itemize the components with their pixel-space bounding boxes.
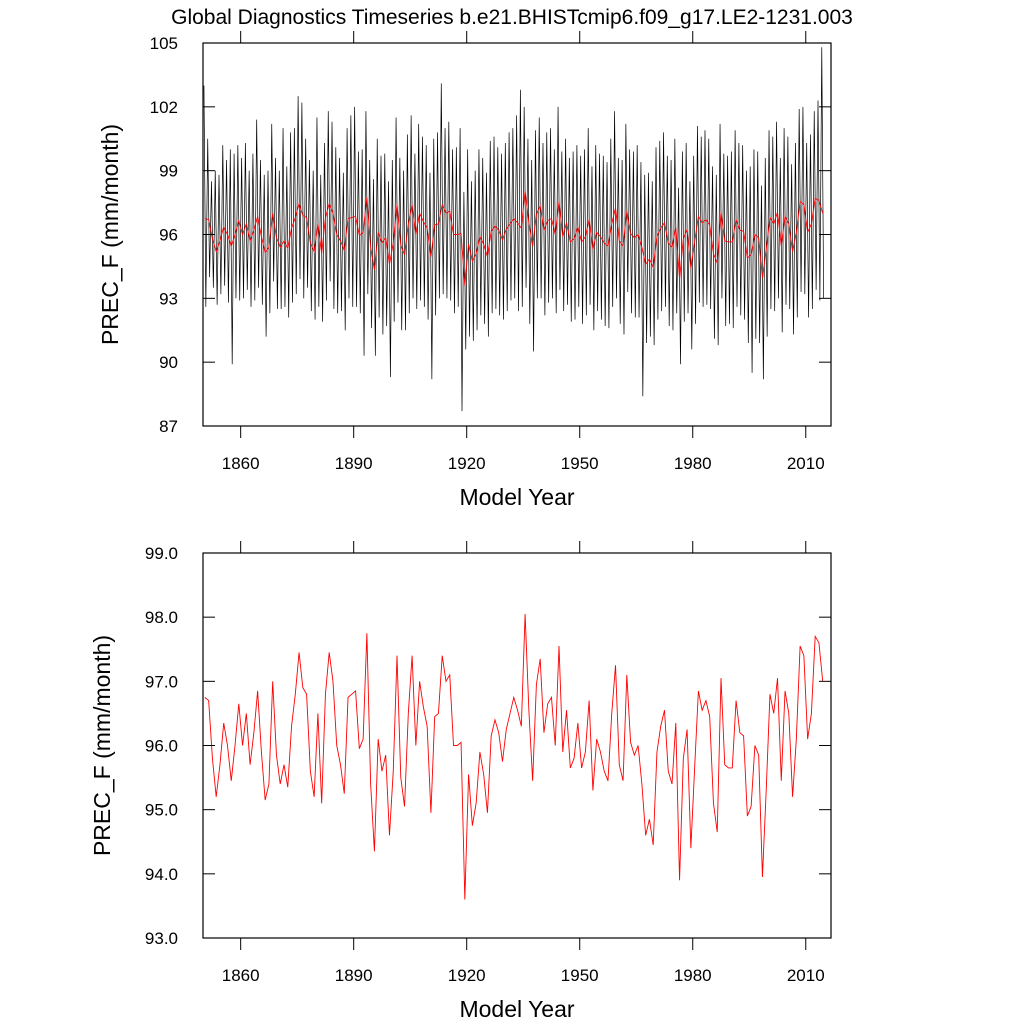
figure-title: Global Diagnostics Timeseries b.e21.BHIS… (171, 6, 853, 29)
y-tick-label: 96 (159, 226, 178, 245)
x-tick-label: 1920 (448, 454, 486, 473)
y-tick-label: 99.0 (145, 544, 178, 563)
x-tick-label: 1890 (335, 454, 373, 473)
y-tick-label: 93.0 (145, 929, 178, 948)
y-tick-label: 94.0 (145, 865, 178, 884)
x-tick-label: 2010 (787, 454, 825, 473)
x-tick-label: 1890 (335, 966, 373, 985)
y-tick-label: 102 (150, 98, 178, 117)
x-tick-label: 1920 (448, 966, 486, 985)
y-axis-label: PREC_F (mm/month) (89, 635, 115, 856)
x-axis-label: Model Year (459, 996, 574, 1022)
y-tick-label: 99 (159, 162, 178, 181)
y-tick-label: 98.0 (145, 608, 178, 627)
y-tick-label: 90 (159, 353, 178, 372)
x-tick-label: 2010 (787, 966, 825, 985)
data-line (203, 47, 824, 412)
y-tick-label: 95.0 (145, 801, 178, 820)
x-tick-label: 1950 (561, 966, 599, 985)
y-tick-label: 87 (159, 417, 178, 436)
x-tick-label: 1980 (674, 454, 712, 473)
y-tick-label: 97.0 (145, 672, 178, 691)
data-line (204, 190, 824, 286)
y-tick-label: 96.0 (145, 737, 178, 756)
y-tick-label: 105 (150, 34, 178, 53)
data-line (204, 613, 824, 900)
x-tick-label: 1860 (222, 454, 260, 473)
y-axis-label: PREC_F (mm/month) (97, 124, 123, 345)
x-tick-label: 1950 (561, 454, 599, 473)
y-tick-label: 93 (159, 289, 178, 308)
x-tick-label: 1980 (674, 966, 712, 985)
x-tick-label: 1860 (222, 966, 260, 985)
x-axis-label: Model Year (459, 484, 574, 510)
